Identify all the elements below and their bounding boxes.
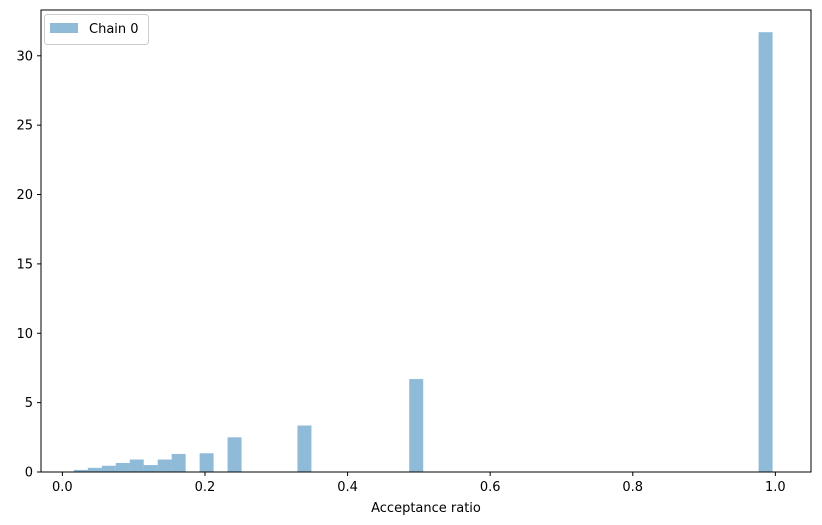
x-axis-label: Acceptance ratio [371, 501, 481, 516]
x-tick-label: 0.4 [337, 480, 358, 495]
histogram-bar-5 [143, 465, 158, 472]
x-tick-label: 0.6 [480, 480, 501, 495]
histogram-bar-3 [115, 462, 130, 472]
y-tick-label: 5 [25, 396, 33, 411]
y-tick-label: 15 [16, 257, 33, 272]
histogram-bar-0 [73, 469, 88, 472]
x-tick-label: 0.0 [52, 480, 73, 495]
histogram-bars [73, 32, 773, 473]
histogram-bar-8 [199, 453, 214, 472]
legend-label-chain-0: Chain 0 [89, 22, 139, 37]
histogram-bar-11 [409, 379, 424, 472]
y-tick-label: 0 [25, 466, 33, 481]
histogram-bar-12 [758, 32, 773, 473]
y-axis-ticks: 0 5 10 15 20 25 30 [16, 49, 41, 481]
histogram-bar-2 [101, 465, 116, 472]
legend-swatch-chain-0 [50, 23, 78, 33]
histogram-bar-10 [297, 425, 312, 472]
histogram-bar-1 [87, 467, 102, 472]
y-tick-label: 20 [16, 188, 33, 203]
legend-box [44, 14, 149, 45]
histogram-bar-6 [157, 459, 172, 472]
histogram-bar-9 [227, 437, 242, 472]
x-tick-label: 0.8 [622, 480, 643, 495]
x-axis-ticks: 0.0 0.2 0.4 0.6 0.8 1.0 [52, 472, 786, 495]
histogram-bar-4 [129, 459, 144, 472]
x-tick-label: 0.2 [195, 480, 216, 495]
y-tick-label: 25 [16, 119, 33, 134]
y-tick-label: 30 [16, 49, 33, 64]
x-tick-label: 1.0 [765, 480, 786, 495]
histogram-bar-7 [171, 453, 186, 472]
legend: Chain 0 [44, 14, 149, 45]
y-tick-label: 10 [16, 327, 33, 342]
plot-frame [40, 9, 812, 473]
